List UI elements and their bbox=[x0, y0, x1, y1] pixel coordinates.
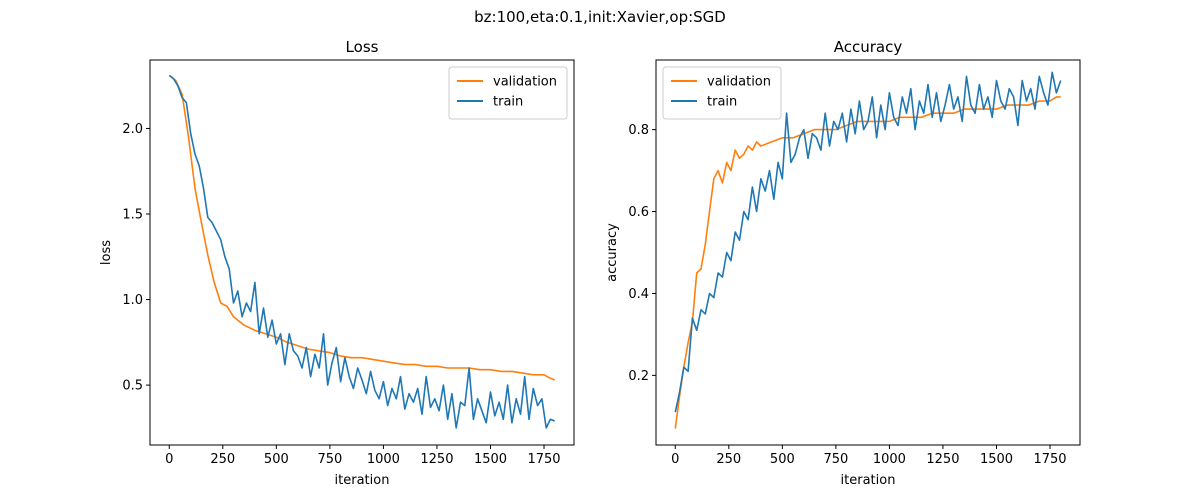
chart-0-x-tick-label: 750 bbox=[317, 452, 342, 467]
chart-1-y-tick-label: 0.6 bbox=[628, 205, 649, 220]
chart-0-x-tick-label: 1250 bbox=[420, 452, 453, 467]
chart-0-legend-label-train: train bbox=[493, 95, 523, 110]
chart-0-y-axis-label: loss bbox=[99, 240, 114, 265]
chart-1-y-tick-label: 0.2 bbox=[628, 369, 649, 384]
chart-0-legend: validation train bbox=[448, 66, 568, 120]
chart-0-x-axis-label: iteration bbox=[335, 473, 390, 488]
chart-0-y-tick-label: 2.0 bbox=[122, 122, 143, 137]
chart-0-x-tick-label: 500 bbox=[264, 452, 289, 467]
chart-1-x-tick-label: 750 bbox=[823, 452, 848, 467]
chart-1-x-tick-label: 1750 bbox=[1033, 452, 1066, 467]
chart-0-series-train-line bbox=[168, 74, 555, 429]
chart-1-series-train-line bbox=[674, 71, 1062, 413]
loss-panel: 0 250 500 750 1000 1250 1500 1750 0.5 1.0 1.5 2.0 Lo… bbox=[99, 38, 575, 488]
chart-1-legend-label-validation: validation bbox=[707, 75, 771, 90]
chart-0-y-tick-label: 1.5 bbox=[122, 208, 143, 223]
chart-1-title: Accuracy bbox=[834, 38, 903, 56]
chart-0-x-tick-label: 1750 bbox=[527, 452, 560, 467]
figure-suptitle: bz:100,eta:0.1,init:Xavier,op:SGD bbox=[474, 8, 726, 26]
chart-0-series-validation-line bbox=[168, 74, 555, 381]
chart-1-x-tick-label: 500 bbox=[770, 452, 795, 467]
chart-0-x-tick-label: 250 bbox=[210, 452, 235, 467]
chart-1-x-tick-label: 250 bbox=[716, 452, 741, 467]
chart-1-y-axis-label: accuracy bbox=[605, 223, 620, 282]
chart-1-plot-frame bbox=[655, 59, 1081, 446]
accuracy-panel: 0 250 500 750 1000 1250 1500 1750 0.2 0.4 0.6 0.8 Ac… bbox=[605, 38, 1081, 488]
chart-0-x-tick-label: 1000 bbox=[367, 452, 400, 467]
chart-1-x-axis-label: iteration bbox=[841, 473, 896, 488]
chart-1-legend-label-train: train bbox=[707, 95, 737, 110]
chart-0-legend-label-validation: validation bbox=[493, 75, 557, 90]
chart-0-title: Loss bbox=[346, 38, 379, 56]
chart-1-x-tick-label: 0 bbox=[671, 452, 679, 467]
chart-0-plot-frame bbox=[149, 59, 575, 446]
chart-1-x-tick-label: 1250 bbox=[926, 452, 959, 467]
chart-1-legend: validation train bbox=[662, 66, 782, 120]
chart-1-series-validation-line bbox=[674, 96, 1061, 429]
chart-1-y-tick-label: 0.4 bbox=[628, 287, 649, 302]
chart-1-y-tick-label: 0.8 bbox=[628, 123, 649, 138]
chart-0-y-tick-label: 1.0 bbox=[122, 293, 143, 308]
chart-1-x-tick-label: 1500 bbox=[980, 452, 1013, 467]
chart-0-x-tick-label: 1500 bbox=[474, 452, 507, 467]
chart-1-x-tick-label: 1000 bbox=[873, 452, 906, 467]
chart-0-y-tick-label: 0.5 bbox=[122, 379, 143, 394]
chart-0-x-tick-label: 0 bbox=[165, 452, 173, 467]
